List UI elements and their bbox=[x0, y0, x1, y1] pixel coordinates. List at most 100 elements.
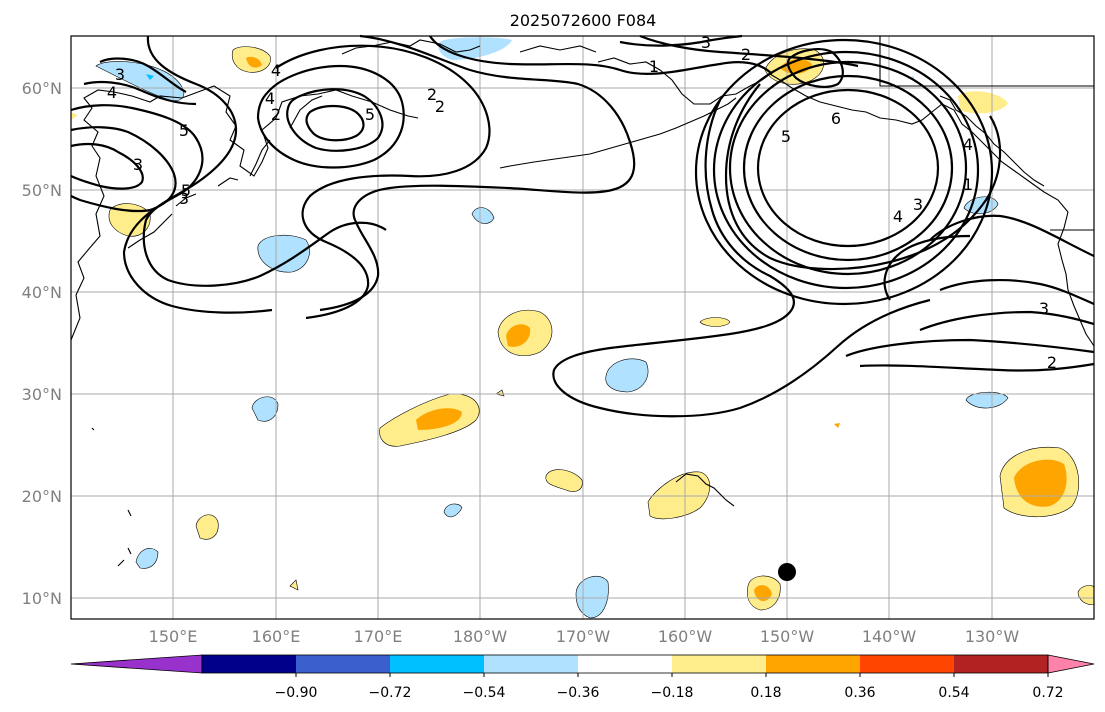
colorbar-extend-min bbox=[70, 654, 203, 674]
longitude-labels: 150°E 160°E 170°E 180°W 170°W 160°W 150°… bbox=[149, 627, 1020, 646]
colorbar-extend-max bbox=[1047, 654, 1095, 674]
japan-islands bbox=[127, 177, 239, 249]
lat-label-40n: 40°N bbox=[22, 283, 62, 302]
contour-line bbox=[786, 48, 844, 88]
contour-line bbox=[70, 142, 144, 190]
contour-label: 4 bbox=[107, 83, 117, 102]
contour-label: 2 bbox=[271, 105, 281, 124]
contour-label: 5 bbox=[179, 121, 189, 140]
contour-line bbox=[275, 44, 491, 320]
black-dot-marker bbox=[778, 563, 796, 581]
colorbar-tick-label: −0.72 bbox=[369, 685, 412, 701]
contour-line bbox=[919, 279, 1095, 332]
colorbar-tick-label: −0.18 bbox=[651, 685, 694, 701]
contour-label: 5 bbox=[781, 127, 791, 146]
colorbar: −0.90 −0.72 −0.54 −0.36 −0.18 0.18 0.36 0.54 0.7… bbox=[70, 654, 1095, 701]
negative-anomaly-area bbox=[135, 548, 159, 569]
contour-line bbox=[256, 64, 405, 169]
contour-line bbox=[305, 104, 365, 142]
aleutian-islands bbox=[499, 97, 737, 169]
lon-label-170w: 170°W bbox=[556, 627, 611, 646]
contour-line bbox=[845, 338, 1095, 372]
negative-anomaly-area bbox=[95, 61, 185, 101]
height-contours bbox=[70, 34, 1095, 418]
colorbar-tick-label: 0.72 bbox=[1032, 685, 1063, 701]
lon-label-140w: 140°W bbox=[862, 627, 917, 646]
contour-label: 6 bbox=[831, 109, 841, 128]
contour-line bbox=[99, 57, 187, 93]
colorbar-tick-label: 0.18 bbox=[750, 685, 781, 701]
contour-label: 1 bbox=[963, 175, 973, 194]
hawaiian-islands bbox=[675, 473, 735, 507]
contour-line bbox=[286, 88, 384, 152]
colorbar-bin bbox=[954, 655, 1049, 673]
colorbar-outline bbox=[201, 654, 1049, 674]
colorbar-bin bbox=[484, 655, 579, 673]
lon-label-150e: 150°E bbox=[149, 627, 198, 646]
positive-anomaly-area bbox=[958, 91, 1008, 114]
positive-anomaly-core bbox=[246, 56, 262, 68]
contour-label: 2 bbox=[427, 85, 437, 104]
north-america-west-coast bbox=[1057, 211, 1095, 347]
alaska-coast bbox=[597, 57, 1069, 213]
colorbar-tick-label: −0.36 bbox=[557, 685, 600, 701]
colorbar-tick-label: −0.90 bbox=[275, 685, 318, 701]
alaska-panhandle-islands bbox=[939, 95, 1045, 187]
figure-title: 2025072600 F084 bbox=[510, 11, 657, 30]
contour-label: 3 bbox=[115, 65, 125, 84]
lon-label-180w: 180°W bbox=[453, 627, 508, 646]
colorbar-bin bbox=[390, 655, 485, 673]
anomaly-fills bbox=[71, 37, 1095, 619]
chukotka-coast bbox=[341, 39, 597, 55]
contour-line bbox=[552, 99, 931, 418]
kuril-kamchatka-coast bbox=[249, 95, 323, 177]
contour-ring bbox=[742, 74, 954, 262]
contour-ring bbox=[712, 50, 980, 290]
lon-label-160e: 160°E bbox=[252, 627, 301, 646]
negative-anomaly-core bbox=[146, 74, 154, 80]
contour-label: 4 bbox=[271, 61, 281, 80]
canada-border bbox=[879, 36, 1094, 231]
lon-label-130w: 130°W bbox=[965, 627, 1020, 646]
colorbar-bin bbox=[860, 655, 955, 673]
contour-ring bbox=[756, 88, 940, 248]
latitude-labels: 60°N 50°N 40°N 30°N 20°N 10°N bbox=[22, 79, 62, 608]
negative-anomaly-area bbox=[251, 396, 279, 422]
map-frame bbox=[70, 35, 1095, 620]
contour-labels: 1 2 3 4 5 6 2 3 4 5 1 2 3 4 5 3 2 3 4 5 … bbox=[107, 33, 1057, 372]
colorbar-tick-label: 0.54 bbox=[938, 685, 969, 701]
contour-label: 3 bbox=[133, 155, 143, 174]
lat-label-30n: 30°N bbox=[22, 385, 62, 404]
colorbar-tick-label: 0.36 bbox=[844, 685, 875, 701]
lat-label-60n: 60°N bbox=[22, 79, 62, 98]
positive-anomaly-area bbox=[647, 471, 711, 520]
positive-anomaly-area bbox=[71, 112, 78, 120]
contour-line bbox=[619, 34, 743, 47]
positive-anomaly-area bbox=[545, 469, 583, 492]
contour-ring bbox=[728, 60, 968, 276]
contour-ring bbox=[694, 38, 994, 306]
contour-label: 4 bbox=[265, 89, 275, 108]
contour-line bbox=[724, 83, 1002, 271]
lon-label-160w: 160°W bbox=[658, 627, 713, 646]
contour-line bbox=[83, 80, 197, 106]
negative-anomaly-area bbox=[471, 207, 495, 224]
positive-anomaly-core bbox=[1014, 459, 1067, 507]
negative-anomaly-area bbox=[257, 234, 310, 273]
lat-label-20n: 20°N bbox=[22, 487, 62, 506]
colorbar-tick-label: −0.54 bbox=[463, 685, 506, 701]
map-panel: 1 2 3 4 5 6 2 3 4 5 1 2 3 4 5 3 2 3 4 5 … bbox=[70, 33, 1095, 620]
positive-anomaly-area bbox=[834, 423, 840, 428]
lat-label-50n: 50°N bbox=[22, 181, 62, 200]
colorbar-bin bbox=[296, 655, 391, 673]
lon-label-170e: 170°E bbox=[354, 627, 403, 646]
lat-label-10n: 10°N bbox=[22, 589, 62, 608]
negative-anomaly-area bbox=[605, 358, 649, 393]
contour-label: 3 bbox=[913, 195, 923, 214]
colorbar-bin bbox=[202, 655, 297, 673]
positive-anomaly-core bbox=[416, 408, 462, 430]
contour-label: 2 bbox=[435, 97, 445, 116]
pacific-islands bbox=[91, 427, 132, 567]
colorbar-bin bbox=[578, 655, 673, 673]
